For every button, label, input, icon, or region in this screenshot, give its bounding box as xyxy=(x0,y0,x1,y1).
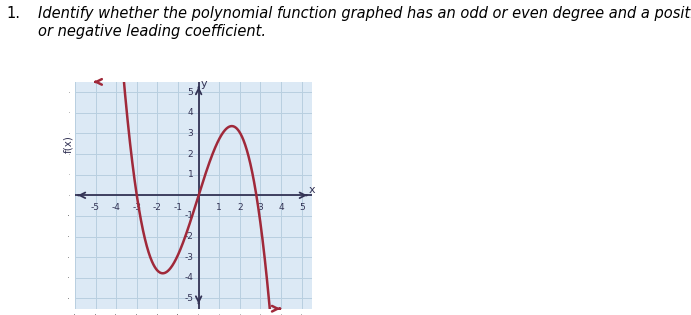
Text: 4: 4 xyxy=(188,108,193,117)
Text: -4: -4 xyxy=(112,203,121,211)
Text: 1: 1 xyxy=(216,203,222,211)
Text: 1: 1 xyxy=(188,170,193,179)
Text: -3: -3 xyxy=(132,203,141,211)
Text: 3: 3 xyxy=(188,129,193,138)
Text: 5: 5 xyxy=(299,203,305,211)
Text: 2: 2 xyxy=(188,150,193,158)
Text: 4: 4 xyxy=(278,203,284,211)
Text: Identify whether the polynomial function graphed has an odd or even degree and a: Identify whether the polynomial function… xyxy=(38,6,691,39)
Text: 1.: 1. xyxy=(7,6,21,21)
Text: -2: -2 xyxy=(153,203,162,211)
Text: -5: -5 xyxy=(91,203,100,211)
Text: -2: -2 xyxy=(184,232,193,241)
Text: f(x): f(x) xyxy=(64,135,74,153)
Text: 3: 3 xyxy=(258,203,263,211)
Text: y: y xyxy=(200,79,207,89)
Text: 5: 5 xyxy=(188,88,193,97)
Text: -1: -1 xyxy=(184,211,193,220)
Text: -3: -3 xyxy=(184,253,193,262)
Text: -5: -5 xyxy=(184,294,193,303)
Text: 2: 2 xyxy=(237,203,243,211)
Text: -4: -4 xyxy=(184,273,193,282)
Text: x: x xyxy=(309,185,315,195)
Text: -1: -1 xyxy=(173,203,182,211)
